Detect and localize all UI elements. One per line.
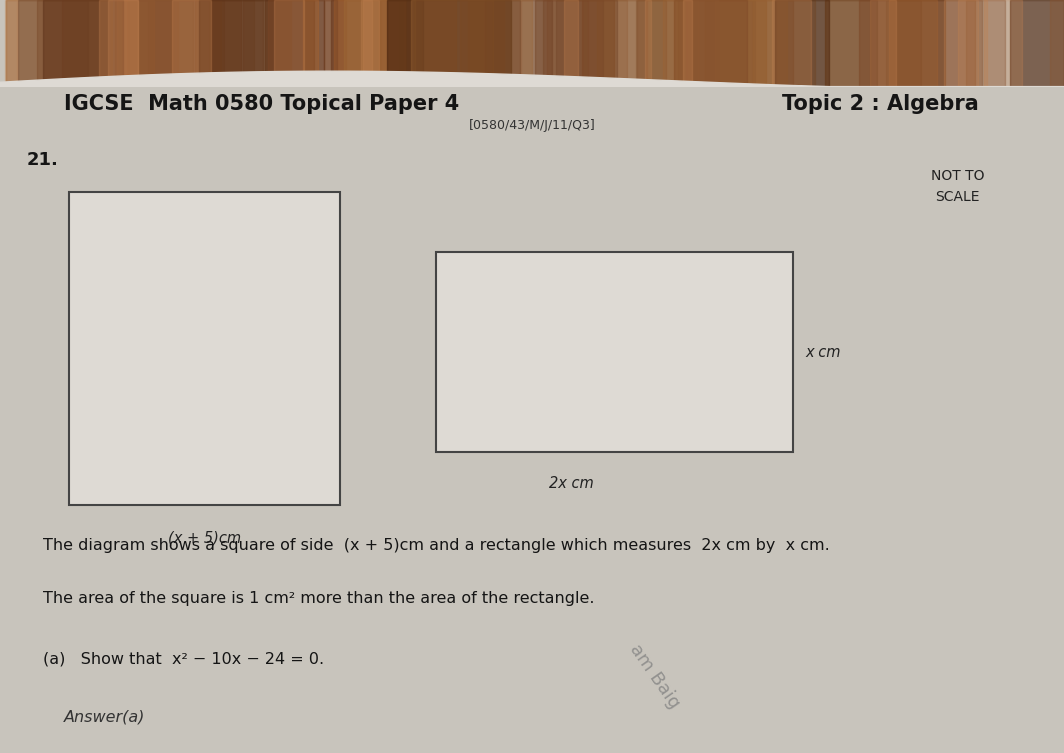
Text: (a)   Show that  x² − 10x − 24 = 0.: (a) Show that x² − 10x − 24 = 0. <box>43 651 323 666</box>
Bar <box>148 0 194 87</box>
Bar <box>303 0 318 87</box>
Bar <box>647 0 677 87</box>
Bar <box>645 0 651 87</box>
Bar <box>172 0 211 87</box>
Bar <box>556 0 617 87</box>
Bar <box>675 0 747 87</box>
Text: The diagram shows a square of side  (x + 5)cm and a rectangle which measures  2x: The diagram shows a square of side (x + … <box>43 538 829 553</box>
Bar <box>436 252 793 452</box>
Bar <box>244 0 263 87</box>
Bar <box>869 0 896 87</box>
Bar <box>597 0 698 87</box>
Bar <box>686 0 717 87</box>
Bar <box>485 0 587 87</box>
Bar <box>753 0 766 87</box>
Bar <box>412 0 532 87</box>
Bar <box>115 0 129 87</box>
Bar <box>44 0 123 87</box>
Bar <box>637 0 666 87</box>
Bar <box>334 0 404 87</box>
Bar <box>870 0 982 87</box>
Bar <box>171 0 290 87</box>
Bar <box>128 0 178 87</box>
Bar <box>776 0 877 87</box>
Bar <box>387 0 512 87</box>
Bar <box>107 0 138 87</box>
Text: SCALE: SCALE <box>935 190 980 204</box>
Text: NOT TO: NOT TO <box>931 169 984 184</box>
Text: 2x cm: 2x cm <box>549 476 594 491</box>
Bar <box>99 0 138 87</box>
Bar <box>888 0 937 87</box>
Bar <box>944 0 978 87</box>
Bar <box>381 0 405 87</box>
Bar <box>380 0 423 87</box>
Bar <box>715 0 815 87</box>
Bar <box>984 0 1021 87</box>
Bar <box>265 0 323 87</box>
Text: Topic 2 : Algebra: Topic 2 : Algebra <box>782 94 979 114</box>
Bar <box>268 0 336 87</box>
Bar <box>275 0 304 87</box>
Bar <box>966 0 1005 87</box>
Bar <box>468 0 494 87</box>
Bar <box>209 0 225 87</box>
Bar <box>62 0 173 87</box>
Bar <box>69 192 340 505</box>
Bar <box>5 0 17 87</box>
Text: (x + 5)cm: (x + 5)cm <box>168 531 242 546</box>
Text: x cm: x cm <box>805 345 841 359</box>
Bar <box>663 0 713 87</box>
Bar <box>36 0 153 87</box>
Bar <box>18 0 88 87</box>
Bar <box>859 0 975 87</box>
Bar <box>535 0 551 87</box>
Bar <box>674 0 786 87</box>
Bar <box>6 0 112 87</box>
Bar <box>705 0 752 87</box>
Bar <box>195 0 242 87</box>
Bar <box>958 0 987 87</box>
Bar <box>117 0 154 87</box>
Bar <box>582 0 614 87</box>
Bar <box>331 0 380 87</box>
Text: am Baig: am Baig <box>626 641 683 712</box>
Bar <box>683 0 692 87</box>
Bar <box>825 0 945 87</box>
Bar <box>361 0 379 87</box>
Bar <box>679 0 793 87</box>
Bar <box>636 0 754 87</box>
Bar <box>1050 0 1064 87</box>
Text: IGCSE  Math 0580 Topical Paper 4: IGCSE Math 0580 Topical Paper 4 <box>64 94 459 114</box>
Bar <box>544 0 603 87</box>
Bar <box>414 0 456 87</box>
Bar <box>128 0 221 87</box>
Bar <box>460 0 504 87</box>
Bar <box>150 0 254 87</box>
Bar <box>547 0 627 87</box>
Text: The area of the square is 1 cm² more than the area of the rectangle.: The area of the square is 1 cm² more tha… <box>43 591 594 606</box>
Text: Answer(a): Answer(a) <box>64 709 145 724</box>
Bar <box>344 0 415 87</box>
Bar <box>325 0 346 87</box>
Text: [0580/43/M/J/11/Q3]: [0580/43/M/J/11/Q3] <box>468 119 596 132</box>
Bar <box>885 0 921 87</box>
Bar <box>520 0 647 87</box>
Bar <box>363 0 372 87</box>
Bar <box>775 0 829 87</box>
Bar <box>399 0 520 87</box>
Bar <box>1010 0 1064 87</box>
Bar <box>199 0 314 87</box>
Text: 21.: 21. <box>27 151 59 169</box>
Bar <box>772 0 811 87</box>
Bar <box>564 0 578 87</box>
